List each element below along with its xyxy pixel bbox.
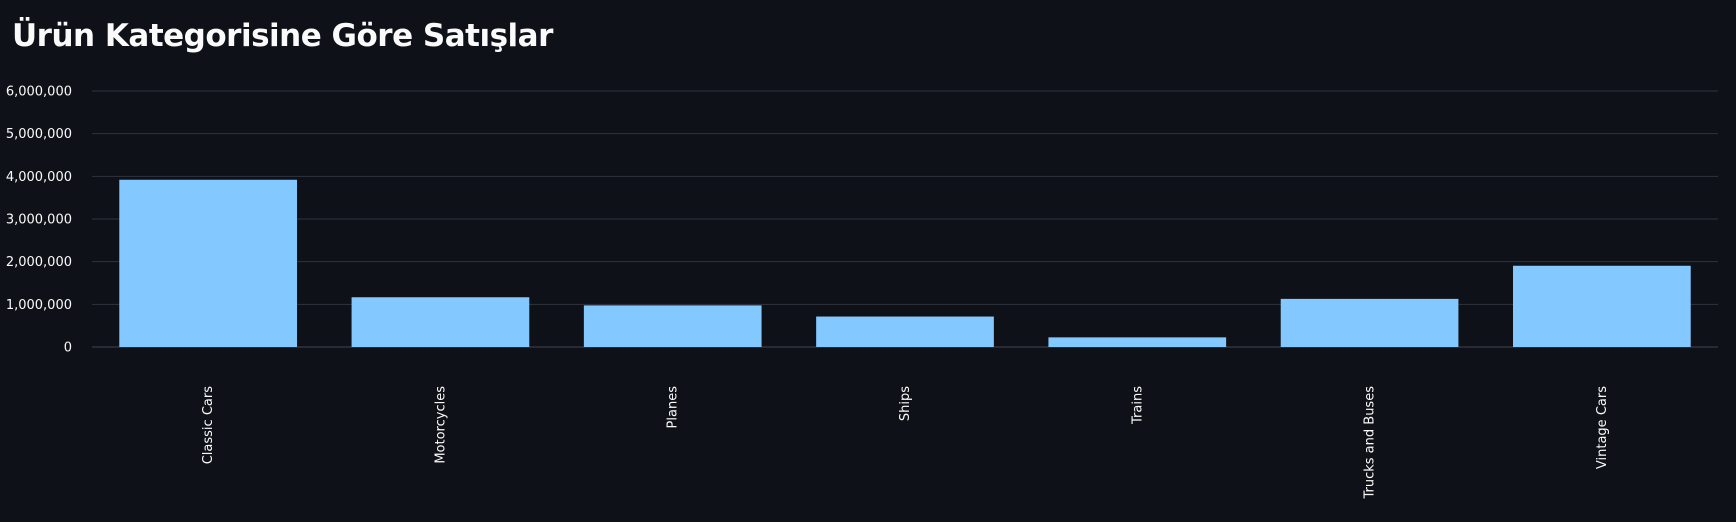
bar[interactable] xyxy=(1513,265,1691,347)
x-axis-ticks: Classic Cars Motorcycles Planes Ships Trains… xyxy=(201,386,1610,500)
bar[interactable] xyxy=(1048,337,1227,347)
bars xyxy=(119,179,1691,347)
y-tick-label: 0 xyxy=(64,341,72,356)
y-tick-label: 1,000,000 xyxy=(6,298,72,313)
y-tick-label: 4,000,000 xyxy=(6,170,72,185)
bar[interactable] xyxy=(816,316,994,347)
y-tick-label: 2,000,000 xyxy=(6,255,72,270)
x-tick-label: Planes xyxy=(666,386,681,429)
y-axis-ticks: 0 1,000,000 2,000,000 3,000,000 4,000,000 5,0… xyxy=(6,85,72,356)
x-tick-label: Motorcycles xyxy=(433,386,448,464)
chart-title: Ürün Kategorisine Göre Satışlar xyxy=(12,18,553,54)
bar[interactable] xyxy=(119,179,297,347)
x-tick-label: Trains xyxy=(1130,386,1145,425)
grid-lines xyxy=(92,90,1718,348)
x-tick-label: Vintage Cars xyxy=(1595,386,1610,469)
x-tick-label: Trucks and Buses xyxy=(1363,386,1378,500)
y-tick-label: 6,000,000 xyxy=(6,85,72,100)
bar[interactable] xyxy=(1280,298,1459,347)
x-tick-label: Classic Cars xyxy=(201,386,216,464)
x-tick-label: Ships xyxy=(898,386,913,421)
y-tick-label: 3,000,000 xyxy=(6,213,72,228)
y-tick-label: 5,000,000 xyxy=(6,127,72,142)
bar[interactable] xyxy=(351,297,530,347)
bar[interactable] xyxy=(583,305,762,347)
